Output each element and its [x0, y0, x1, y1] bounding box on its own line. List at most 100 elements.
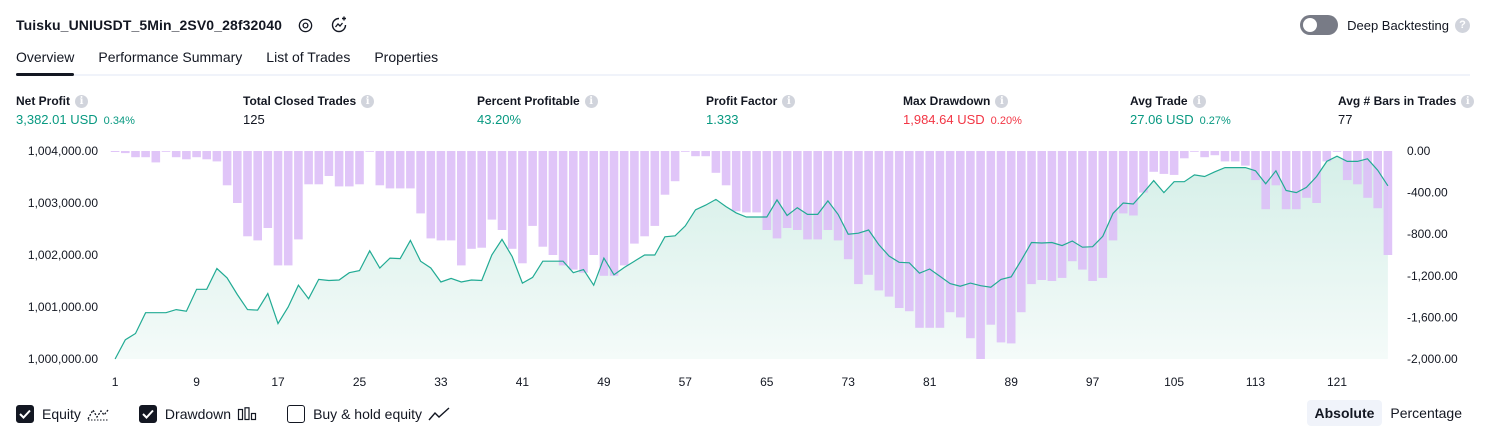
drawdown-bar	[1261, 151, 1270, 210]
drawdown-bar	[253, 151, 262, 241]
drawdown-bar	[355, 151, 364, 185]
drawdown-bar	[202, 151, 211, 160]
chart-legend: Equity Drawdown Buy & hold equity	[16, 403, 480, 425]
drawdown-bar	[497, 151, 507, 230]
drawdown-bar	[874, 151, 884, 291]
drawdown-bar	[416, 151, 425, 214]
info-icon[interactable]: i	[782, 94, 796, 108]
drawdown-bar	[324, 151, 334, 176]
x-axis-tick-label: 113	[1246, 375, 1265, 389]
drawdown-bar	[579, 151, 588, 273]
drawdown-checkbox[interactable]	[138, 405, 157, 423]
drawdown-bar	[1230, 151, 1240, 162]
drawdown-bar	[283, 151, 293, 266]
drawdown-bar	[935, 151, 945, 328]
info-icon[interactable]: i	[75, 94, 88, 108]
stat-value: 43.20%	[477, 112, 522, 127]
drawdown-bar	[894, 151, 904, 308]
drawdown-bar	[1353, 151, 1362, 185]
stat-label: Net Profit	[16, 94, 70, 108]
info-icon[interactable]: i	[1192, 94, 1206, 108]
strategy-title: Tuisku_UNIUSDT_5Min_2SV0_28f32040	[16, 17, 283, 33]
right-axis-tick-label: -2,000.00	[1407, 352, 1458, 366]
drawdown-bar	[986, 151, 996, 325]
legend-label-drawdown: Drawdown	[164, 406, 232, 422]
drawdown-bar	[1363, 151, 1372, 198]
info-icon[interactable]: i	[584, 94, 598, 108]
drawdown-bar	[762, 151, 772, 230]
toggle-knob	[1303, 18, 1318, 32]
equity-checkbox[interactable]	[16, 405, 34, 423]
drawdown-bar	[1251, 151, 1260, 181]
absolute-mode-button[interactable]: Absolute	[1306, 400, 1383, 426]
drawdown-bar	[1332, 151, 1342, 152]
drawdown-bar	[375, 151, 385, 186]
drawdown-bar	[406, 151, 415, 189]
drawdown-bar	[1302, 151, 1311, 198]
help-icon[interactable]: ?	[1455, 17, 1470, 33]
tab-list-of-trades[interactable]: List of Trades	[266, 49, 351, 65]
drawdown-bar	[518, 151, 527, 264]
stat-percent: 0.20%	[990, 115, 1022, 127]
drawdown-bar	[772, 151, 782, 239]
left-axis-tick-label: 1,002,000.00	[28, 248, 98, 262]
stat-value: 125	[243, 112, 265, 127]
legend-item-drawdown[interactable]: Drawdown	[138, 405, 257, 423]
right-axis-tick-label: -1,200.00	[1407, 269, 1458, 283]
drawdown-bar	[619, 151, 629, 266]
drawdown-bar	[1098, 151, 1108, 278]
drawdown-bar	[1129, 151, 1138, 216]
drawdown-bar	[304, 151, 313, 185]
drawdown-bar	[1057, 151, 1067, 278]
drawdown-bar	[263, 151, 273, 228]
drawdown-bar	[721, 151, 731, 186]
info-icon[interactable]: i	[361, 94, 375, 108]
drawdown-bar	[609, 151, 619, 276]
drawdown-bar	[233, 151, 242, 203]
drawdown-bar	[1068, 151, 1077, 262]
drawdown-bar	[731, 151, 741, 212]
drawdown-bar	[833, 151, 843, 241]
drawdown-bar	[151, 151, 161, 163]
drawdown-bar	[110, 151, 120, 152]
drawdown-bar	[813, 151, 822, 240]
legend-item-equity[interactable]: Equity	[16, 405, 109, 423]
right-axis-tick-label: -400.00	[1407, 186, 1448, 200]
equity-drawdown-chart[interactable]: 1,000,000.00 1,001,000.00 1,002,000.00 1,00…	[0, 140, 1486, 392]
value-mode-switch: Absolute Percentage	[1306, 400, 1471, 426]
x-axis-tick-label: 73	[842, 375, 856, 389]
info-icon[interactable]: i	[995, 94, 1009, 108]
stat-percent-profitable: Percent Profitable i 43.20%	[477, 93, 598, 127]
drawdown-bar	[945, 151, 955, 313]
drawdown-bar	[507, 151, 517, 249]
left-axis-tick-label: 1,001,000.00	[28, 300, 98, 314]
percentage-mode-button[interactable]: Percentage	[1390, 405, 1462, 421]
legend-label-equity: Equity	[42, 406, 81, 422]
stat-percent: 0.27%	[1199, 115, 1231, 127]
drawdown-bar	[1149, 151, 1158, 172]
drawdown-bar	[752, 151, 761, 213]
drawdown-bar	[1383, 151, 1393, 255]
buy-hold-checkbox[interactable]	[287, 405, 306, 423]
buy-hold-line-icon	[428, 407, 450, 421]
drawdown-bar	[161, 151, 171, 152]
info-icon[interactable]: i	[1461, 94, 1475, 108]
stat-profit-factor: Profit Factor i 1.333	[706, 93, 796, 127]
right-axis-tick-label: -800.00	[1407, 227, 1448, 241]
drawdown-bar	[956, 151, 965, 318]
settings-gear-icon[interactable]	[294, 14, 316, 36]
drawdown-bar	[599, 151, 609, 276]
tab-performance-summary[interactable]: Performance Summary	[98, 49, 243, 65]
tab-properties[interactable]: Properties	[374, 49, 439, 65]
drawdown-bar	[121, 151, 130, 154]
drawdown-bar	[1190, 151, 1199, 152]
stat-label: Avg Trade	[1130, 94, 1188, 108]
stat-value: 1,984.64 USD	[903, 112, 985, 127]
add-to-chart-icon[interactable]	[328, 14, 350, 36]
deep-backtesting-toggle[interactable]	[1300, 15, 1339, 35]
stat-value: 3,382.01 USD	[16, 112, 98, 127]
x-axis-tick-label: 25	[353, 375, 367, 389]
legend-item-buy-hold[interactable]: Buy & hold equity	[287, 405, 450, 423]
tab-overview[interactable]: Overview	[16, 44, 75, 76]
right-axis-tick-label: -1,600.00	[1407, 310, 1458, 324]
